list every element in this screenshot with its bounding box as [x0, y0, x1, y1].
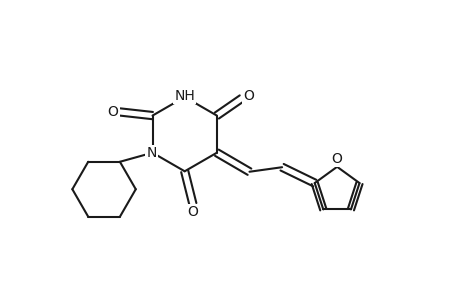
Text: O: O	[107, 105, 118, 119]
Text: N: N	[146, 146, 157, 160]
Text: O: O	[243, 89, 253, 103]
Text: O: O	[331, 152, 342, 166]
Text: NH: NH	[174, 89, 195, 103]
Text: O: O	[187, 205, 198, 219]
